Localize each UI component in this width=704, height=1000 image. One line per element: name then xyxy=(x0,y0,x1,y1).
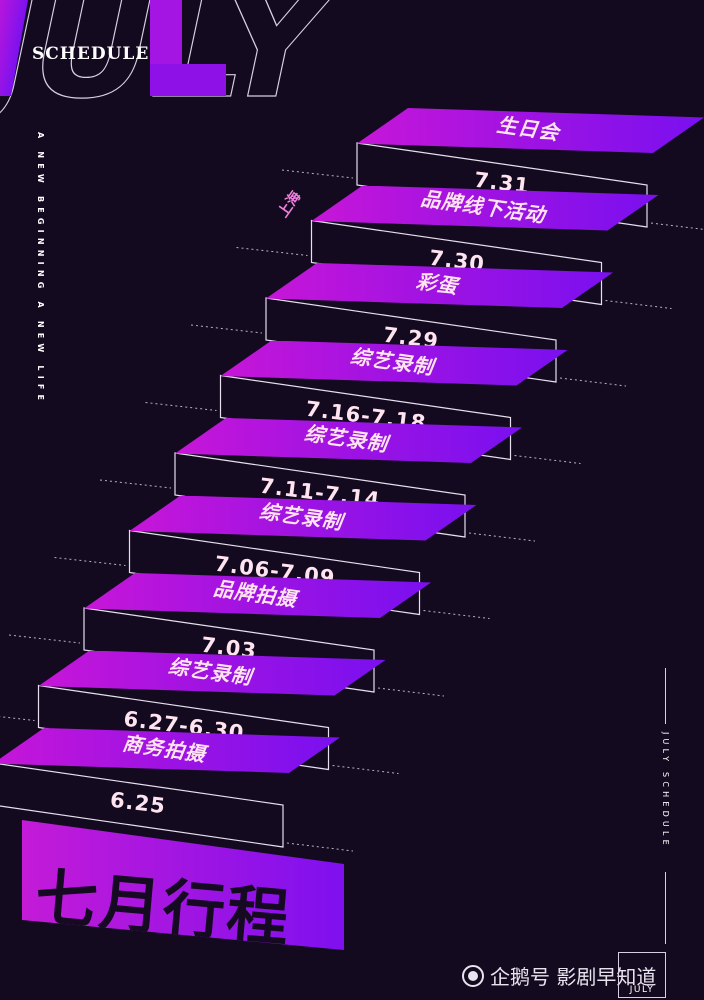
july-letter-l-foot xyxy=(150,64,226,96)
dashed-guide-left xyxy=(0,716,35,721)
dashed-guide-right xyxy=(377,687,445,697)
step-front-outline xyxy=(265,297,557,383)
step-front-outline xyxy=(0,763,284,848)
july-filled-letters xyxy=(0,0,226,96)
dashed-guide-right xyxy=(468,532,536,542)
watermark: 企鹅号 影剧早知道 xyxy=(462,961,656,990)
step-front-outline xyxy=(128,529,421,616)
dashed-guide-right xyxy=(650,222,704,230)
step-front-outline xyxy=(37,684,330,771)
dashed-guide-right xyxy=(559,377,627,387)
penguin-icon xyxy=(462,965,484,987)
dashed-guide-right xyxy=(605,300,672,309)
step-front-outline xyxy=(356,142,648,228)
dashed-guide-right xyxy=(286,842,354,852)
step-front-outline xyxy=(174,452,466,538)
dashed-guide-right xyxy=(423,610,490,619)
dashed-guide-left xyxy=(190,324,263,334)
dashed-guide-left xyxy=(281,169,354,179)
step-front-outline xyxy=(83,607,375,693)
dashed-guide-right xyxy=(514,455,581,464)
dashed-guides xyxy=(0,169,704,852)
dashed-guide-right xyxy=(332,765,399,774)
right-divider-top xyxy=(665,668,666,724)
right-tagline: JULY SCHEDULE xyxy=(661,732,670,849)
july-badge: JULY xyxy=(618,952,666,998)
dashed-guide-left xyxy=(99,479,172,489)
dashed-guide-left xyxy=(54,557,126,566)
dashed-guide-left xyxy=(236,247,308,256)
step-front-outline xyxy=(310,219,603,306)
step-front-outline xyxy=(219,374,512,461)
watermark-text: 企鹅号 影剧早知道 xyxy=(490,965,657,989)
dashed-guide-left xyxy=(145,402,217,411)
badge-text: JULY xyxy=(629,985,655,995)
right-divider-bottom xyxy=(665,872,666,944)
schedule-overlay-word: SCHEDULE xyxy=(32,44,150,64)
step-front-faces xyxy=(0,142,648,848)
dashed-guide-left xyxy=(8,634,81,644)
side-tagline: A NEW BEGINNING A NEW LIFE xyxy=(36,132,45,406)
july-letter-j-fill xyxy=(0,0,28,96)
